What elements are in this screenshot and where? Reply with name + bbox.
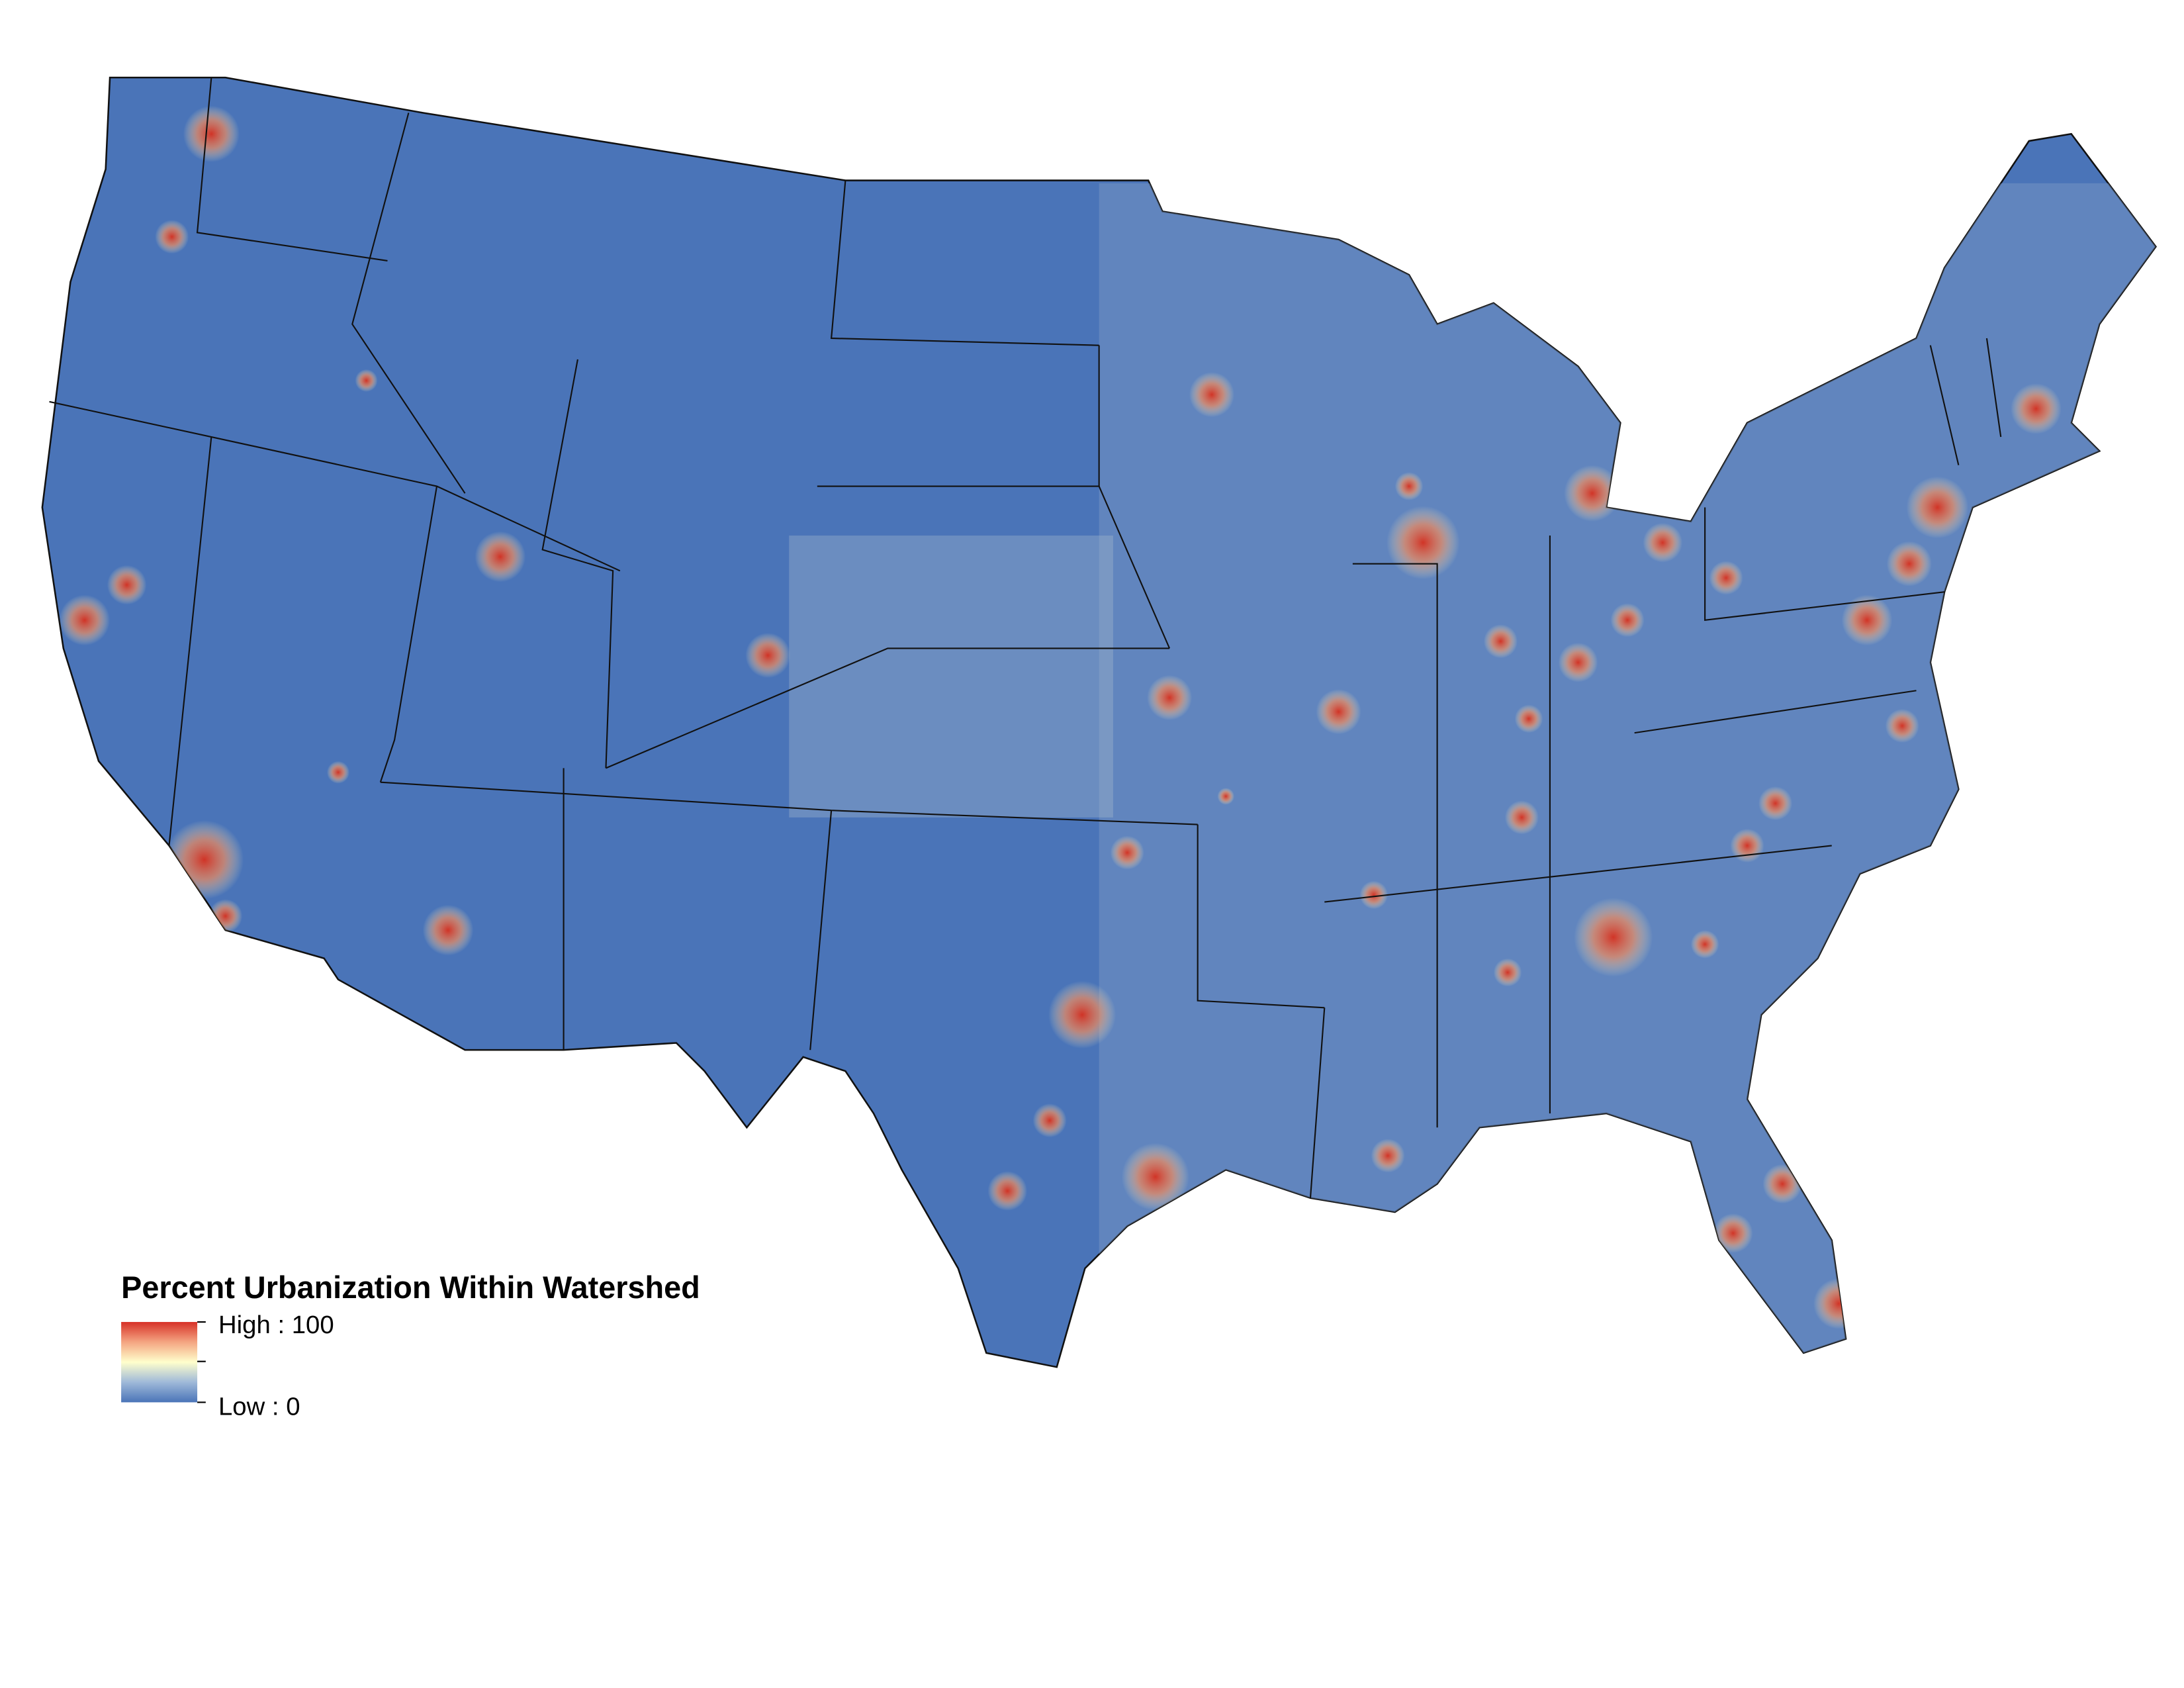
us-map <box>41 76 2158 1368</box>
legend-low-label: Low : 0 <box>218 1393 300 1421</box>
legend-title: Percent Urbanization Within Watershed <box>121 1270 700 1305</box>
state-borders <box>49 77 2002 1198</box>
legend: Percent Urbanization Within Watershed Hi… <box>121 1270 700 1421</box>
legend-color-ramp <box>121 1322 198 1403</box>
legend-high-label: High : 100 <box>218 1311 334 1339</box>
